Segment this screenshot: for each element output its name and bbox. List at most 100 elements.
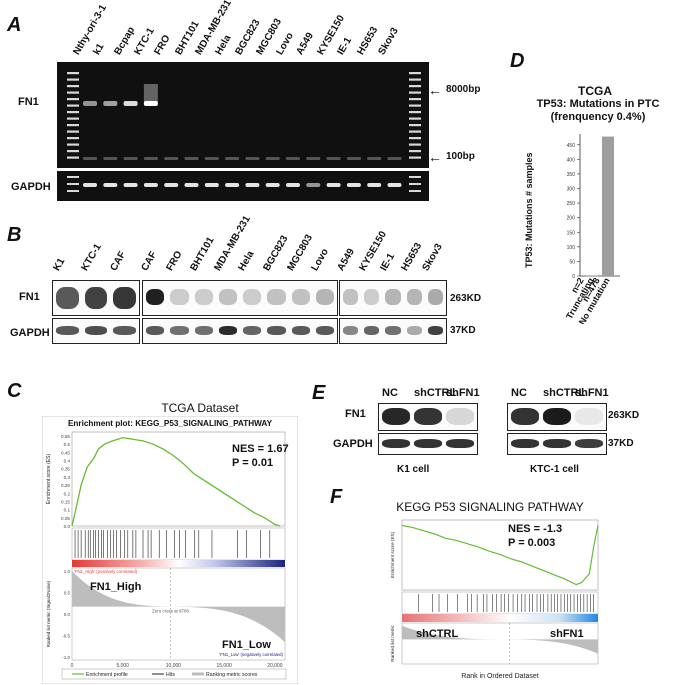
panel-d-title: TCGA (578, 84, 612, 98)
es-tick-label: 0.15 (61, 499, 70, 504)
ladder-band (409, 156, 421, 159)
protein-band (170, 326, 189, 335)
primer-band (367, 157, 382, 160)
protein-band (243, 289, 262, 305)
ladder-band (409, 183, 421, 185)
x-tick-label: 10,000 (166, 663, 182, 669)
ladder-band (67, 78, 79, 81)
panel-f-label: F (330, 486, 343, 508)
protein-band (291, 289, 310, 305)
panel-c-label: C (7, 380, 22, 402)
protein-band (343, 326, 359, 335)
lane-label-b: A549 (335, 246, 358, 273)
protein-band (267, 326, 286, 335)
gapdh-band (387, 183, 402, 187)
lane-label-e: NC (382, 387, 398, 399)
shctrl-label: shCTRL (416, 628, 458, 640)
protein-band (543, 408, 571, 425)
panel-b-gapdh-label: GAPDH (10, 327, 50, 339)
protein-band (382, 439, 410, 448)
primer-band (123, 157, 138, 160)
es-ylabel: Enrichment score (ES) (390, 531, 395, 578)
panel-b-label: B (7, 224, 22, 246)
plot-title: Enrichment plot: KEGG_P53_SIGNALING_PATH… (68, 419, 273, 428)
protein-band (382, 408, 410, 425)
gapdh-band (184, 183, 199, 187)
fn1-band (83, 101, 97, 106)
primer-band (387, 157, 402, 160)
ladder-band (409, 137, 421, 140)
ladder-band (409, 190, 421, 192)
protein-band (194, 289, 213, 305)
fn1-band (123, 101, 138, 106)
metric-tick-label: -0.5 (62, 634, 70, 639)
blot-gapdh (142, 318, 338, 344)
lane-label-b: FRO (163, 249, 185, 273)
ranking-metric-area (402, 625, 598, 654)
nes-label: NES = 1.67 (232, 443, 289, 455)
protein-band (84, 326, 108, 335)
p-label: P = 0.003 (508, 537, 555, 549)
protein-band (575, 439, 603, 448)
gapdh-band (245, 183, 260, 187)
y-tick-label: 250 (567, 201, 576, 207)
es-tick-label: 0.45 (61, 450, 70, 455)
protein-band (543, 439, 571, 448)
y-tick-label: 350 (567, 172, 576, 178)
panel-f-gsea-plot: NES = -1.3 P = 0.003 Enrichment score (ES)… (390, 519, 599, 680)
panel-a-gapdh-label: GAPDH (11, 181, 51, 193)
y-tick-label: 150 (567, 230, 576, 236)
protein-band (364, 289, 380, 305)
marker-high-label: 8000bp (446, 84, 481, 95)
ladder-band (67, 91, 79, 94)
blot-gapdh (52, 318, 140, 344)
protein-band (414, 408, 442, 425)
panel-a-label: A (7, 14, 22, 36)
legend-frame (61, 668, 287, 680)
ladder-band (67, 183, 79, 185)
x-axis-label: Rank in Ordered Dataset (461, 673, 538, 680)
panel-d-chart: 450 400 350 300 250 200 150 100 50 0 TP53: Mutatio… (524, 134, 620, 324)
ladder-band (67, 130, 79, 133)
panel-a-gel-fn1 (57, 62, 429, 168)
lane-label-b: Lovo (309, 246, 331, 273)
protein-band (385, 289, 401, 305)
gapdh-band (306, 183, 321, 187)
es-tick-label: 0.5 (64, 442, 71, 447)
lane-label-b: Hela (236, 249, 257, 273)
gapdh-band (346, 183, 361, 187)
protein-band (427, 326, 443, 335)
protein-band (427, 289, 443, 305)
panel-e-gapdh-label: GAPDH (333, 438, 373, 450)
blot-gapdh (507, 433, 607, 455)
ladder-band (67, 85, 79, 88)
ladder-band (67, 156, 79, 159)
y-tick-label: 400 (567, 157, 576, 163)
ladder-band (67, 98, 79, 101)
marker-arrow-low: ← (428, 149, 442, 165)
blot-gapdh (378, 433, 478, 455)
primer-band (306, 157, 321, 160)
gapdh-band (265, 183, 280, 187)
ladder-band (67, 111, 79, 114)
protein-band (446, 439, 474, 448)
legend-metric: Ranking metric scores (206, 672, 258, 678)
protein-band (146, 326, 165, 335)
metric-ylabel: Ranked list metric (390, 625, 395, 662)
ladder-band (409, 104, 421, 107)
primer-band (265, 157, 280, 160)
panel-f-title: KEGG P53 SIGNALING PATHWAY (396, 500, 584, 514)
protein-band (343, 289, 359, 305)
y-tick-label: 50 (569, 259, 575, 265)
gapdh-band (204, 183, 219, 187)
gapdh-band (225, 183, 240, 187)
blot-fn1 (507, 403, 607, 431)
blot-gapdh (339, 318, 447, 344)
gapdh-band (367, 183, 382, 187)
blot-fn1 (339, 280, 447, 316)
ladder-band (409, 143, 421, 146)
enrichment-profile-line (401, 524, 599, 586)
protein-band (218, 326, 237, 335)
lane-label-a: Hela (213, 33, 234, 57)
lane-label-b: HS653 (399, 241, 425, 273)
